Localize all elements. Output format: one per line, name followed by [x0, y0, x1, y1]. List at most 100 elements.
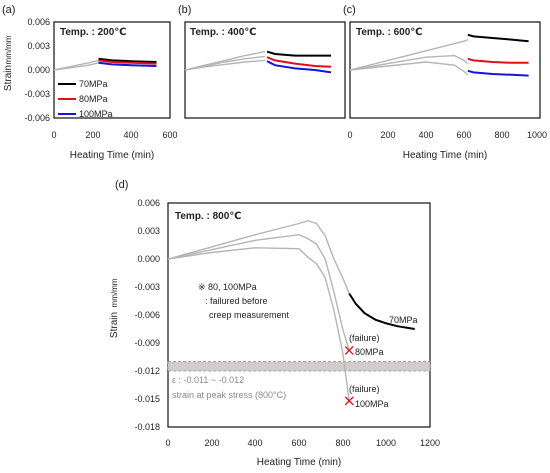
x-axis-title-c: Heating Time (min): [403, 150, 487, 161]
panel-b: (b) Temp. : 400℃: [178, 4, 346, 119]
panel-label-c: (c): [343, 4, 356, 16]
series-line-100mpa: [467, 69, 529, 77]
y-tick-a-0: 0.006: [27, 17, 50, 27]
y-tick-a-3: -0.003: [24, 89, 50, 99]
series-line-80mpa: [266, 56, 332, 68]
temp-label-a: Temp. : 200℃: [60, 27, 126, 38]
peak-stress-band: [167, 361, 431, 372]
heating-curve-2: [53, 62, 99, 71]
temp-label-d: Temp. : 800℃: [175, 211, 241, 222]
annotations-d: ※ 80, 100MPa : failured before creep mea…: [172, 282, 418, 409]
band-label-2: strain at peak stress (800°C): [172, 390, 286, 400]
y-axis-title-a: Strain mm/mm: [3, 35, 14, 91]
label-70mpa: 70MPa: [389, 315, 418, 325]
note-line3: creep measurement: [209, 310, 290, 320]
band-rect: [167, 361, 431, 372]
x-tick-d-6: 1200: [420, 438, 440, 448]
legend-a: 70MPa 80MPa 100MPa: [58, 79, 113, 119]
failure-stress-80: 80MPa: [355, 347, 384, 357]
temp-label-b: Temp. : 400℃: [190, 27, 256, 38]
tick-labels-c: 0 200 400 600 800 1000: [347, 130, 547, 140]
heating-curve-1: [167, 219, 350, 294]
failure-markers: [344, 346, 354, 406]
heating-curve-3: [349, 61, 469, 76]
x-tick-c-2: 400: [418, 130, 433, 140]
panel-a: (a) 0.006 0.003 0.000 -0.003 -0.006 0 20…: [2, 4, 178, 161]
failure-label-80: (failure): [349, 333, 380, 343]
y-tick-a-1: 0.003: [27, 41, 50, 51]
note-line2: : failured before: [205, 296, 268, 306]
y-tick-a-2: 0.000: [27, 65, 50, 75]
y-tick-a-4: -0.006: [24, 113, 50, 123]
series-line-80mpa: [98, 59, 157, 65]
y-tick-d-0: 0.006: [137, 198, 160, 208]
series-line-70mpa: [98, 57, 157, 63]
failure-marker-100mpa: [344, 396, 354, 406]
series-line-70mpa: [467, 33, 529, 43]
tick-labels-d: 0.006 0.003 0.000 -0.003 -0.006 -0.009 -…: [134, 198, 440, 448]
panel-label-b: (b): [178, 4, 191, 16]
x-tick-c-3: 600: [456, 130, 471, 140]
series-line-100mpa: [98, 61, 157, 67]
heating-curve-3: [167, 247, 350, 401]
y-tick-d-4: -0.006: [134, 310, 160, 320]
x-tick-a-0: 0: [51, 130, 56, 140]
failure-marker-80mpa: [344, 346, 354, 355]
panel-label-a: (a): [2, 4, 15, 16]
legend-label-70: 70MPa: [79, 79, 108, 89]
x-tick-d-1: 200: [204, 438, 219, 448]
y-tick-d-3: -0.003: [134, 282, 160, 292]
series-line-70mpa: [348, 292, 415, 330]
legend-label-80: 80MPa: [79, 94, 108, 104]
curves-a: [53, 57, 157, 71]
series-line-80mpa: [467, 57, 529, 64]
tick-labels-a: 0.006 0.003 0.000 -0.003 -0.006 0 200 40…: [24, 17, 177, 140]
curves-d: [167, 219, 415, 401]
y-axis-unit-a: mm/mm: [4, 35, 13, 64]
x-tick-c-1: 200: [380, 130, 395, 140]
series-line-100mpa: [266, 60, 332, 74]
plot-area-a: [53, 21, 171, 119]
x-tick-d-3: 600: [291, 438, 306, 448]
y-tick-d-1: 0.003: [137, 226, 160, 236]
x-tick-c-5: 1000: [527, 130, 547, 140]
x-tick-d-2: 400: [247, 438, 262, 448]
heating-curve-3: [184, 59, 266, 71]
y-tick-d-6: -0.012: [134, 366, 160, 376]
y-tick-d-5: -0.009: [134, 338, 160, 348]
x-tick-c-0: 0: [347, 130, 352, 140]
legend-label-100: 100MPa: [79, 109, 113, 119]
y-axis-title-a-text: Strain: [3, 65, 14, 91]
x-tick-d-5: 1000: [376, 438, 396, 448]
failure-marker-stroke: [344, 346, 354, 355]
x-tick-a-3: 600: [162, 130, 177, 140]
x-tick-a-2: 400: [123, 130, 138, 140]
curves-b: [184, 50, 332, 74]
band-label-1: ε : -0.011 ~ -0.012: [172, 375, 244, 385]
x-tick-a-1: 200: [85, 130, 100, 140]
y-axis-title-d-text: Strain: [109, 312, 120, 338]
heating-curve-2: [167, 233, 350, 351]
failure-marker-stroke: [344, 396, 354, 406]
note-marker: ※ 80, 100MPa: [198, 282, 257, 292]
plot-area-d: [167, 202, 431, 428]
x-axis-title-d: Heating Time (min): [257, 457, 341, 468]
series-line-70mpa: [266, 50, 331, 57]
heating-curve-2: [349, 54, 469, 71]
y-tick-d-2: 0.000: [137, 254, 160, 264]
y-tick-d-8: -0.018: [134, 422, 160, 432]
failure-label-100: (failure): [349, 384, 380, 394]
y-tick-d-7: -0.015: [134, 394, 160, 404]
panel-label-d: (d): [115, 179, 128, 191]
temp-label-c: Temp. : 600℃: [356, 27, 422, 38]
panel-c: (c) 0 200 400 600 800 1000 Heating Time …: [343, 4, 547, 161]
x-tick-d-0: 0: [165, 438, 170, 448]
curves-c: [349, 33, 529, 77]
y-axis-title-d: Strain mm/mm: [109, 278, 120, 338]
heating-curve-1: [349, 38, 469, 71]
panel-d: (d) 0.006 0.003 0.000 -0.003 -0.006 -0.0…: [109, 179, 440, 468]
x-tick-d-4: 800: [335, 438, 350, 448]
y-axis-unit-d: mm/mm: [110, 278, 119, 307]
failure-stress-100: 100MPa: [355, 399, 389, 409]
